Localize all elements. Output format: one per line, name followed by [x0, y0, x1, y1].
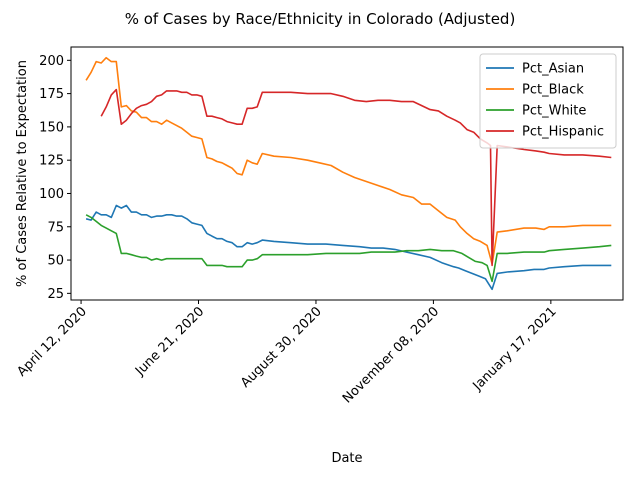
- y-axis-label: % of Cases Relative to Expectation: [15, 60, 30, 287]
- legend-box: [479, 53, 617, 149]
- x-axis-label: Date: [331, 451, 362, 466]
- y-tick-label: 175: [39, 87, 64, 102]
- x-tick-label: August 30, 2020: [238, 304, 325, 391]
- legend-entry: Pct_Black: [522, 83, 584, 98]
- y-tick-label: 75: [47, 220, 64, 235]
- legend-entry: Pct_Hispanic: [522, 125, 604, 140]
- y-tick-label: 150: [39, 120, 64, 135]
- x-tick-label: June 21, 2020: [132, 304, 207, 379]
- x-tick-label: January 17, 2021: [470, 304, 560, 394]
- x-tick-label: April 12, 2020: [14, 304, 89, 379]
- y-tick-label: 125: [39, 154, 64, 169]
- series-line-pct-black: [85, 56, 612, 265]
- y-tick-label: 25: [47, 287, 64, 302]
- series-line-pct-white: [85, 214, 612, 283]
- x-tick-label: November 08, 2020: [340, 304, 442, 406]
- series-line-pct-asian: [85, 204, 612, 291]
- y-tick-label: 50: [47, 254, 64, 269]
- legend-entry: Pct_White: [522, 104, 586, 119]
- legend: Pct_Asian Pct_Black Pct_White Pct_Hispanic: [479, 53, 617, 149]
- y-axis: 25 50 75 100 125 150 175 200: [39, 54, 71, 302]
- plot-frame: [70, 46, 624, 301]
- x-axis: April 12, 2020 June 21, 2020 August 30, 20…: [14, 300, 560, 407]
- y-tick-label: 100: [39, 187, 64, 202]
- y-tick-label: 200: [39, 54, 64, 69]
- chart-title: % of Cases by Race/Ethnicity in Colorado…: [125, 10, 516, 28]
- legend-entry: Pct_Asian: [522, 62, 584, 77]
